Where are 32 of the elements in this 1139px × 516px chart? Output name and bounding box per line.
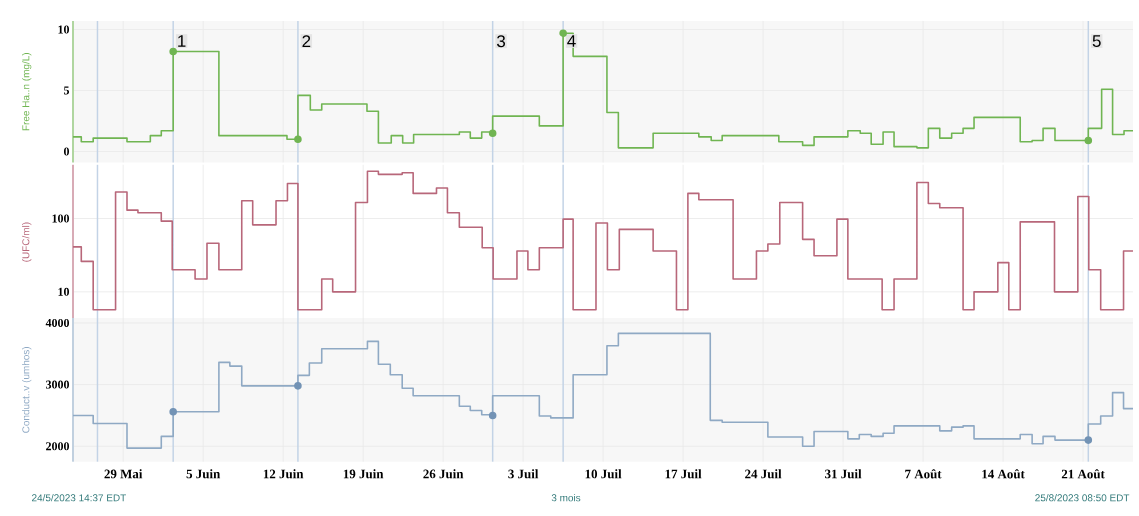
x-tick-label: 14 Août: [982, 469, 1025, 479]
x-tick-label: 26 Juin: [423, 469, 464, 479]
y-tick-label: 2000: [46, 442, 70, 451]
y-axis-title: Conduct..v (umhos): [22, 347, 32, 433]
x-tick-label: 21 Août: [1061, 469, 1105, 479]
y-tick-label: 10: [58, 25, 70, 34]
x-tick-label: 10 Juil: [585, 469, 622, 479]
y-tick-label: 4000: [45, 318, 70, 327]
text: 3 mois: [551, 494, 581, 502]
ref-line-label: 3: [497, 35, 506, 48]
x-tick-label: 7 Août: [905, 469, 942, 479]
y-tick-label: 0: [63, 147, 70, 156]
y-tick-label: 5: [64, 86, 70, 95]
y-tick-label: 10: [58, 287, 70, 296]
x-tick-label: 5 Juin: [186, 469, 221, 479]
x-tick-label: 12 Juin: [263, 469, 304, 479]
text: 24/5/2023 14:37 EDT: [32, 494, 126, 502]
x-tick-label: 19 Juin: [343, 469, 384, 479]
y-tick-label: 3000: [46, 380, 70, 389]
x-tick-label: 24 Juil: [745, 469, 782, 479]
y-axis-title: Free Ha..n (mg/L): [22, 53, 32, 131]
ref-line-label: 4: [567, 35, 576, 47]
ref-line-label: 5: [1092, 35, 1101, 48]
y-axis-title: (UFC/ml): [22, 222, 32, 262]
y-tick-label: 100: [52, 214, 70, 223]
x-tick-label: 17 Juil: [665, 469, 702, 479]
text: 25/8/2023 08:50 EDT: [1035, 494, 1130, 502]
x-tick-label: 31 Juil: [825, 469, 862, 479]
x-tick-label: 3 Juil: [508, 469, 539, 479]
ref-line-label: 2: [302, 35, 311, 48]
ref-line-label: 1: [178, 35, 186, 47]
x-tick-label: 29 Mai: [104, 469, 143, 479]
